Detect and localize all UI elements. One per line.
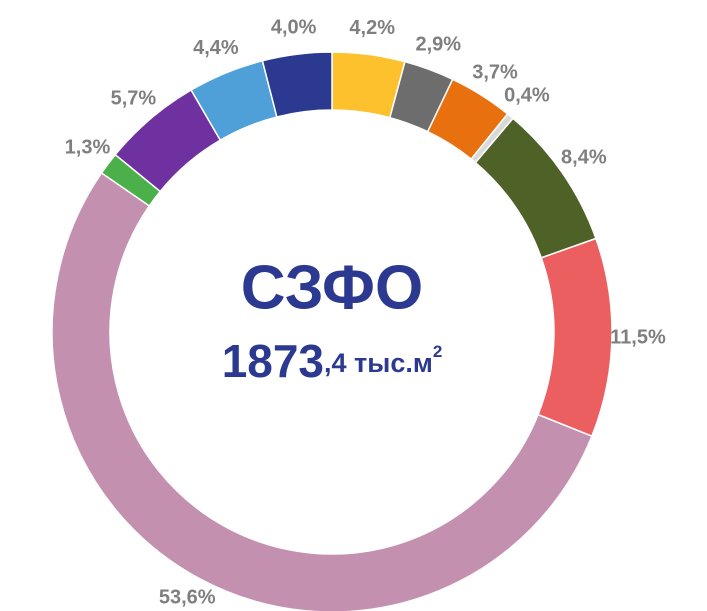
- value-label: 2,9%: [415, 33, 461, 55]
- slice: [537, 237, 613, 438]
- center-sup: 2: [433, 342, 442, 361]
- value-label: 8,4%: [561, 146, 607, 168]
- value-label: 4,4%: [193, 37, 239, 59]
- value-label: 4,0%: [271, 17, 317, 39]
- center-rest: ,4 тыс.м: [324, 348, 433, 378]
- center-main: 1873: [222, 335, 324, 387]
- slice: [51, 171, 593, 611]
- slice: [261, 51, 333, 118]
- value-label: 3,7%: [472, 61, 518, 83]
- value-label: 4,2%: [349, 17, 395, 39]
- value-label: 1,3%: [65, 136, 111, 158]
- value-label: 53,6%: [159, 586, 216, 608]
- chart-title: СЗФО: [241, 253, 423, 322]
- center-value: 1873,4 тыс.м2: [222, 335, 443, 387]
- value-label: 0,4%: [504, 84, 550, 106]
- value-label: 11,5%: [610, 327, 666, 349]
- value-label: 5,7%: [111, 87, 157, 109]
